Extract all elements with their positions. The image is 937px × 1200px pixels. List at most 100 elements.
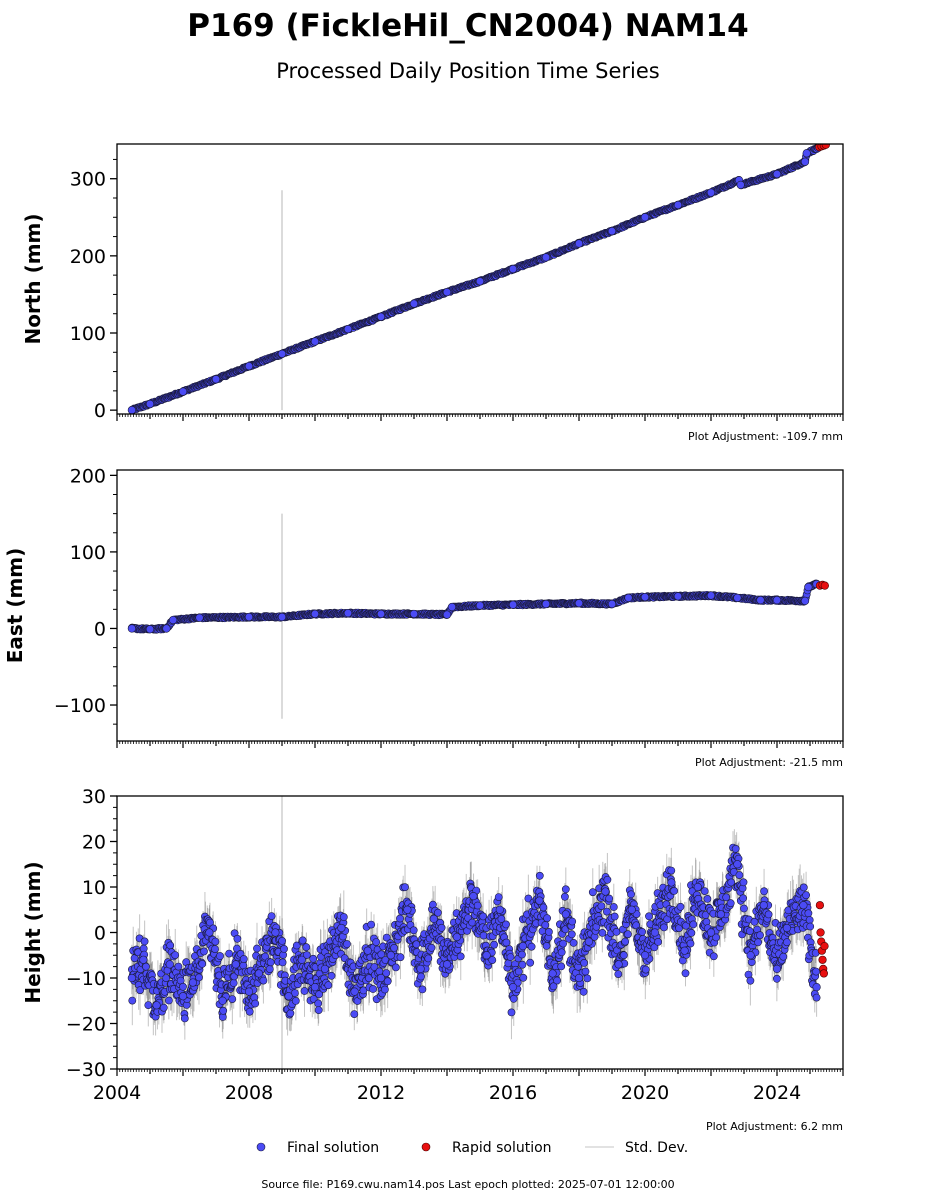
y-tick-label: 100 [70,542,106,564]
final-point [128,996,137,1005]
final-anchor-point [127,406,136,414]
final-point [278,937,286,945]
final-point [424,954,433,963]
final-point [251,999,260,1008]
final-point [597,902,606,910]
final-point [200,947,208,956]
final-anchor-point [624,593,633,602]
final-point [383,977,392,986]
plot-adjustment-note: Plot Adjustment: -109.7 mm [688,430,843,443]
final-anchor-point [756,596,765,605]
final-point [136,986,144,995]
final-anchor-point [772,596,782,605]
final-anchor-point [178,387,188,396]
final-anchor-point [127,624,136,633]
final-anchor-point [442,288,452,297]
y-tick-label: 0 [94,400,106,422]
final-anchor-point [772,169,782,179]
final-anchor-point [508,264,518,274]
final-point [211,937,220,946]
final-point [396,953,405,962]
plot-area [127,144,830,414]
final-anchor-point [802,149,811,158]
final-point [162,974,170,982]
final-anchor-point [541,253,551,262]
final-point [309,954,318,963]
final-point [567,930,576,939]
final-point [561,885,570,894]
y-tick-label: 300 [70,169,106,191]
final-point [298,936,307,945]
final-anchor-point [804,583,813,592]
final-point [370,963,379,971]
plot-area [127,513,829,719]
final-anchor-point [706,591,716,600]
final-anchor-point [733,593,742,602]
final-point [314,1006,323,1014]
rapid-point [821,144,830,149]
final-point [549,982,558,991]
final-solution-points [127,579,821,634]
final-anchor-point [607,599,617,609]
plot-area [127,796,829,1069]
final-anchor-point [475,277,485,286]
final-point [364,974,373,983]
final-point [292,941,301,950]
y-tick-label: 100 [70,323,106,345]
final-point [367,920,376,929]
final-point [507,1008,516,1017]
final-point [579,987,588,996]
final-point [539,903,548,912]
final-point [369,985,377,993]
final-point [206,918,214,927]
final-anchor-point [447,602,457,612]
final-point [418,985,427,994]
final-point [245,1007,254,1016]
final-anchor-point [169,615,178,625]
final-point [233,934,242,943]
figure-title: P169 (FickleHil_CN2004) NAM14 [187,8,748,44]
final-anchor-point [376,609,386,619]
final-point [479,912,487,921]
final-point [598,929,607,937]
y-axis: 0 100 200 300 [70,158,117,422]
y-tick-label: −100 [54,695,106,717]
final-point [142,962,150,971]
final-point [382,933,391,942]
final-point [259,976,268,985]
final-point [239,955,248,963]
final-point [253,944,261,953]
rapid-solution-points [815,580,829,590]
final-point [568,917,577,926]
final-point [518,960,527,969]
final-point [535,871,544,880]
final-point [324,981,333,990]
final-point [583,974,592,983]
final-point [228,995,237,1003]
x-axis [116,741,844,748]
final-anchor-point [409,299,419,308]
final-point [437,923,446,932]
final-anchor-point [508,600,518,609]
final-point [291,997,300,1005]
final-point [219,1006,228,1015]
final-point [468,918,477,927]
final-anchor-point [706,188,716,197]
final-point [380,985,389,994]
final-point [225,949,233,958]
final-anchor-point [736,180,745,189]
final-anchor-point [211,375,221,384]
panels: 0 100 200 300 North (mm) Plot Adjustment: -10… [3,143,844,1133]
final-solution-points [127,843,821,1023]
final-point [473,901,482,910]
final-point [433,908,442,917]
final-point [526,958,535,967]
final-anchor-point [541,599,551,609]
final-point [266,958,275,967]
y-axis-label: North (mm) [21,213,45,344]
final-anchor-point [162,624,171,633]
final-point [490,940,498,949]
final-anchor-point [409,609,419,619]
final-point [211,945,219,953]
